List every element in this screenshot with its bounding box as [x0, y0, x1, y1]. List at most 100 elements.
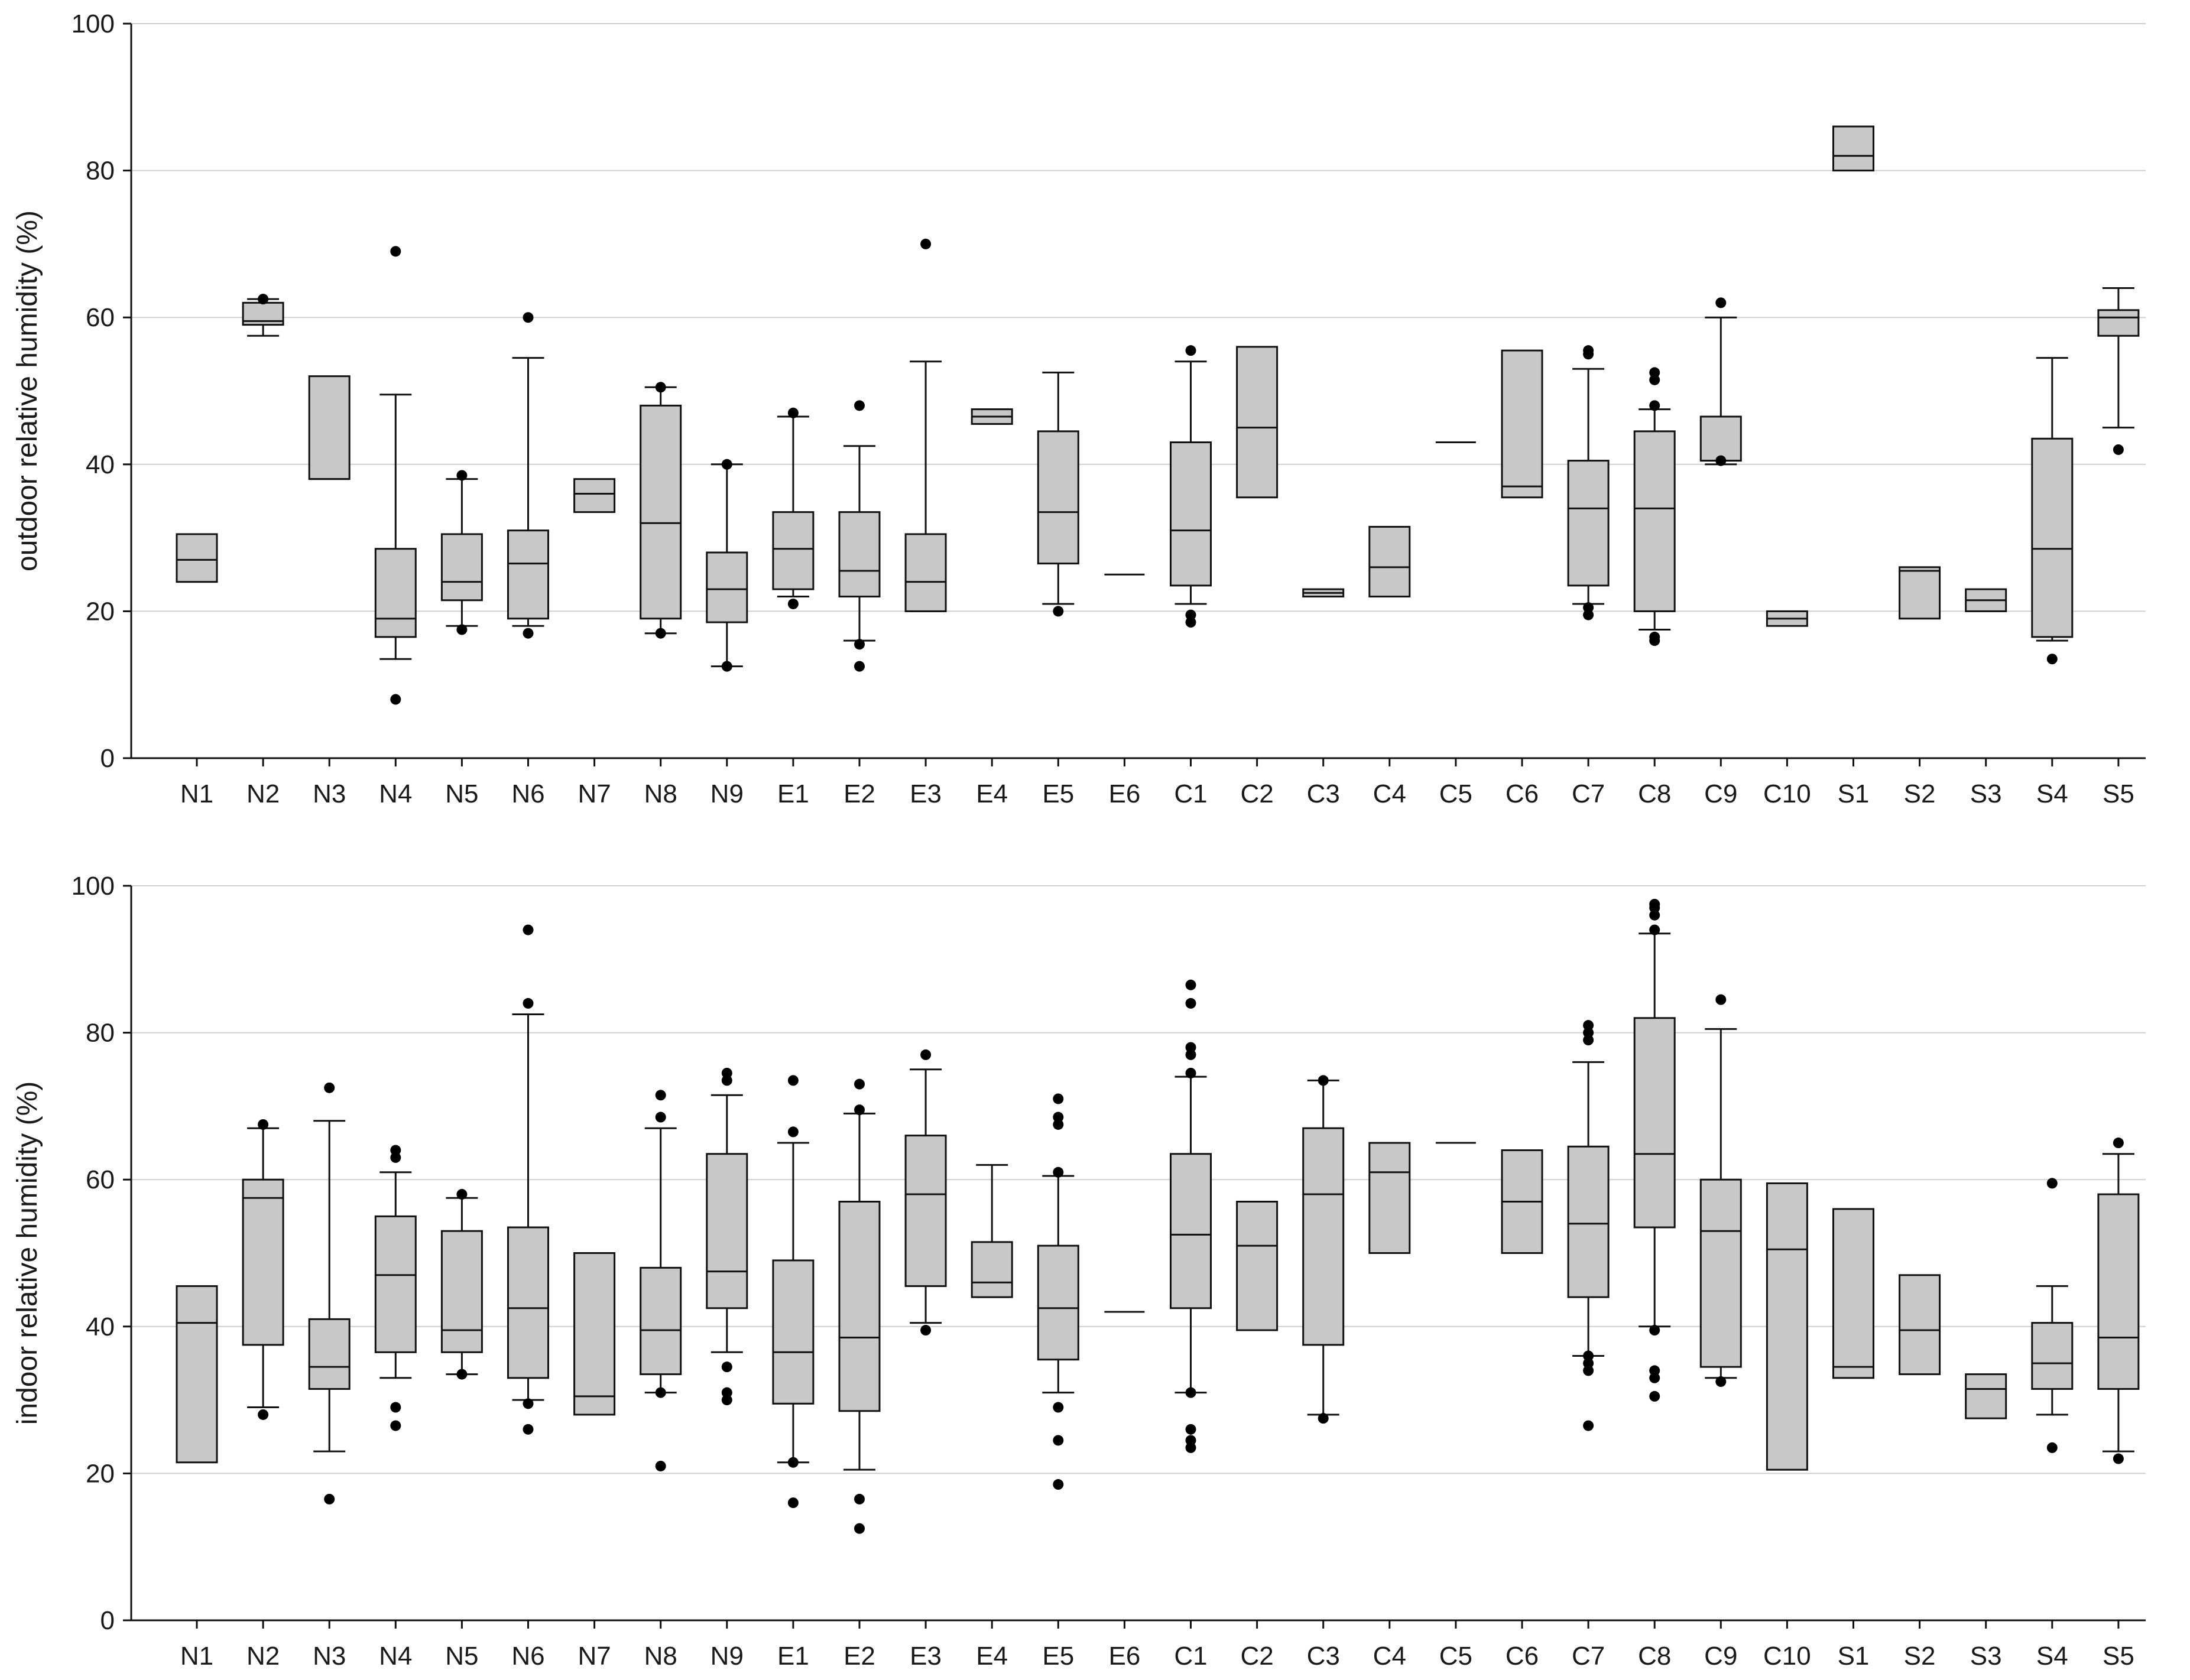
box-n4 [374, 246, 417, 705]
outlier-point [523, 628, 534, 639]
outlier-point [655, 1090, 666, 1101]
box-n2 [242, 294, 284, 337]
x-tick-label: N9 [710, 1642, 744, 1671]
outlier-point [787, 598, 799, 609]
outlier-point [1053, 1435, 1064, 1446]
y-tick-label: 0 [100, 744, 115, 773]
box-iqr [1170, 441, 1212, 587]
x-tick-label: C9 [1704, 779, 1737, 808]
box-s5 [2097, 287, 2140, 455]
outlier-point [1583, 1020, 1594, 1031]
outlier-point [1649, 1365, 1660, 1376]
x-tick-label: S3 [1970, 779, 2002, 808]
outlier-point [721, 661, 732, 672]
outlier-point [721, 1387, 732, 1398]
box-e3 [904, 238, 947, 612]
x-tick-label: S5 [2103, 779, 2134, 808]
box-s5 [2097, 1138, 2140, 1464]
outlier-point [655, 1112, 666, 1123]
x-tick-label: S2 [1904, 779, 1936, 808]
box-iqr [1699, 415, 1742, 462]
boxes [176, 125, 2140, 705]
outlier-point [854, 1104, 865, 1116]
outlier-point [920, 1325, 932, 1336]
x-tick-label: N5 [445, 779, 478, 808]
box-c2 [1236, 346, 1279, 499]
box-n1 [176, 533, 218, 583]
box-c9 [1699, 297, 1742, 466]
y-tick-label: 80 [86, 157, 115, 186]
box-e2 [838, 400, 881, 672]
outlier-point [1583, 349, 1594, 360]
box-iqr [1699, 1178, 1742, 1368]
box-n7 [573, 478, 616, 514]
outlier-point [456, 470, 468, 481]
box-iqr [772, 511, 815, 590]
box-s3 [1965, 588, 2007, 612]
box-n6 [507, 924, 549, 1435]
box-c6 [1501, 349, 1543, 499]
box-s4 [2031, 357, 2074, 665]
outlier-point [390, 1152, 401, 1163]
outlier-point [1649, 400, 1660, 411]
box-iqr [838, 511, 881, 598]
outlier-point [854, 1523, 865, 1534]
box-iqr [1965, 1373, 2007, 1419]
x-tick-label: C2 [1240, 1642, 1273, 1671]
box-n5 [440, 1189, 483, 1380]
x-tick-label: E2 [843, 779, 875, 808]
x-tick-label: N1 [180, 779, 213, 808]
box-c10 [1766, 1182, 1808, 1471]
outlier-point [390, 694, 401, 705]
x-tick-label: N8 [644, 779, 677, 808]
box-iqr [1832, 125, 1874, 172]
x-tick-label: N8 [644, 1642, 677, 1671]
y-tick-label: 0 [100, 1606, 115, 1635]
box-c9 [1699, 994, 1742, 1387]
box-iqr [1633, 1017, 1676, 1229]
outlier-point [1053, 1166, 1064, 1178]
outlier-point [523, 1424, 534, 1435]
x-tick-label: N3 [313, 779, 346, 808]
box-iqr [176, 1285, 218, 1464]
x-tick-label: N4 [379, 779, 412, 808]
box-c3 [1302, 1075, 1345, 1424]
outlier-point [1185, 1067, 1196, 1078]
box-iqr [308, 375, 351, 480]
x-tick-label: C5 [1439, 779, 1472, 808]
outlier-point [721, 1067, 732, 1078]
box-iqr [1567, 1145, 1610, 1298]
axes [123, 22, 2146, 766]
outlier-point [1318, 1075, 1329, 1086]
box-iqr [1899, 1274, 1941, 1376]
x-tick-label: E5 [1042, 1642, 1074, 1671]
outlier-point [1053, 1119, 1064, 1130]
outlier-point [1583, 1420, 1594, 1431]
outlier-point [1185, 979, 1196, 990]
box-c7 [1567, 1020, 1610, 1431]
x-tick-label: N7 [577, 779, 611, 808]
box-iqr [640, 404, 682, 620]
box-iqr [507, 529, 549, 620]
x-tick-label: C3 [1307, 779, 1340, 808]
outlier-point [1583, 602, 1594, 613]
box-iqr [1766, 1182, 1808, 1471]
y-axis-title: indoor relative humidity (%) [12, 1081, 43, 1425]
box-c4 [1368, 525, 1411, 598]
box-c1 [1170, 345, 1212, 628]
outdoor-humidity-boxplot: 0 20 40 60 80 100 N1 N2 N3 N4 N5 N6 N7 N8 N9 E1 E2 E3 E4 E5… [12, 9, 2146, 808]
x-tick-label: S5 [2103, 1642, 2134, 1671]
outlier-point [1583, 1027, 1594, 1038]
outlier-point [1185, 617, 1196, 628]
x-tick-label: N1 [180, 1642, 213, 1671]
outlier-point [456, 1369, 468, 1380]
box-iqr [2031, 1322, 2074, 1390]
x-tick-label: C2 [1240, 779, 1273, 808]
box-iqr [2097, 309, 2140, 337]
outlier-point [787, 1075, 799, 1086]
box-iqr [772, 1259, 815, 1405]
box-c7 [1567, 345, 1610, 620]
x-tick-label: S1 [1838, 779, 1870, 808]
box-n7 [573, 1252, 616, 1416]
